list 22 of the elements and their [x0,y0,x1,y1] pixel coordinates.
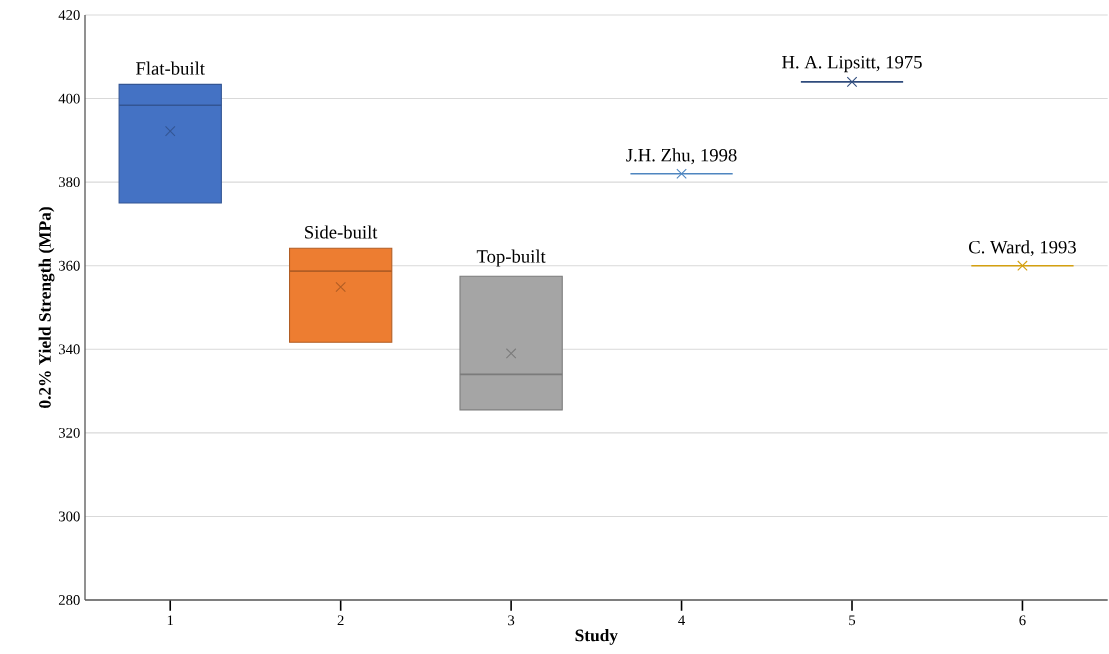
y-tick-label: 420 [58,10,80,20]
x-tick-label: 5 [849,615,856,626]
y-tick-label: 300 [59,511,80,522]
annotation: Flat-built [136,61,205,75]
x-axis-title: Study [575,629,618,645]
x-tick-label: 2 [337,615,344,626]
y-tick-label: 380 [59,177,80,188]
x-tick-label: 6 [1019,615,1026,626]
annotation: Side-built [305,225,378,239]
x-tick-label: 1 [167,615,173,626]
y-tick-label: 280 [58,595,80,605]
annotation: J.H. Zhu, 1998 [626,148,737,165]
y-tick-label: 360 [59,260,80,271]
y-axis-title: 0.2% Yield Strength (MPa) [38,207,55,408]
y-tick-label: 400 [58,93,80,104]
annotation: H. A. Lipsitt, 1975 [782,55,922,73]
annotation: C. Ward, 1993 [969,240,1076,257]
x-tick-label: 4 [678,615,685,626]
y-tick-label: 340 [59,344,80,355]
y-tick-label: 320 [59,427,80,438]
annotation: Top-built [476,249,546,267]
x-tick-label: 3 [508,615,515,626]
